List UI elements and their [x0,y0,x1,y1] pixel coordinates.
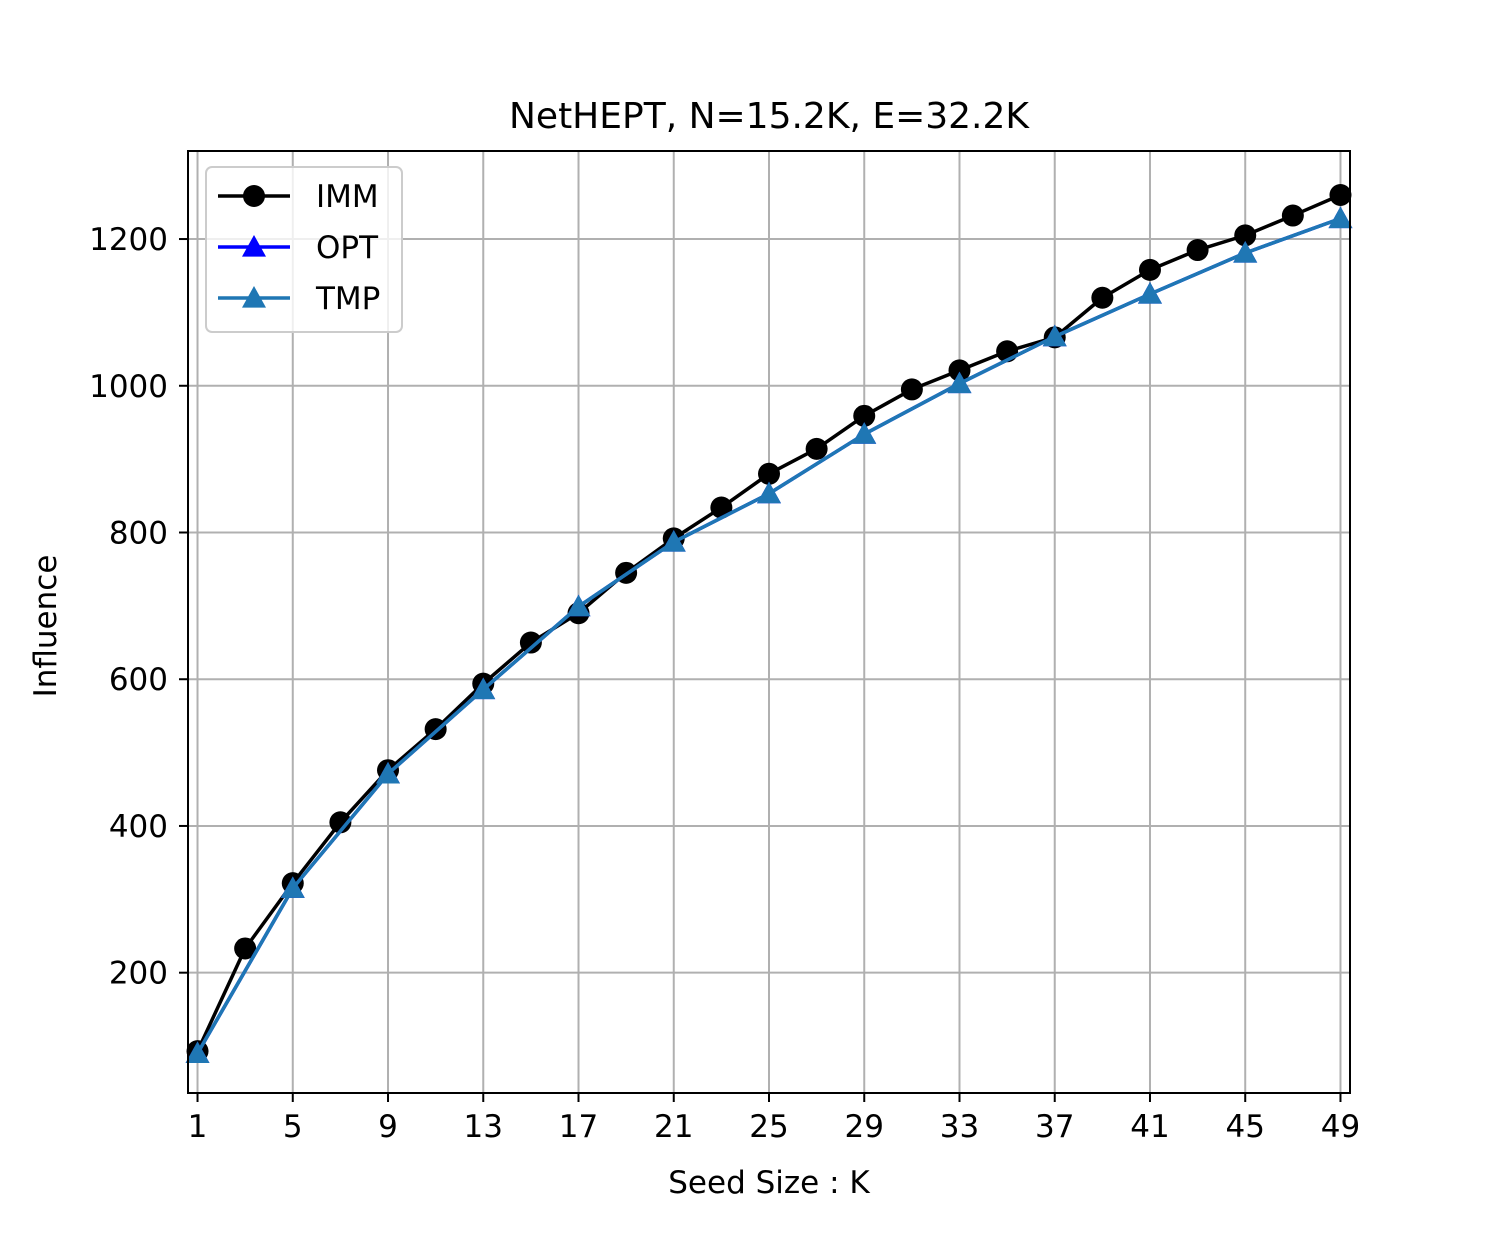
legend-label-opt: OPT [316,230,379,266]
x-axis: 1 5 9 13 17 21 25 29 33 37 41 45 49 [188,1093,1360,1145]
x-tick-label: 29 [845,1109,884,1145]
x-tick-label: 33 [940,1109,979,1145]
y-axis: 200 400 600 800 1000 1200 [89,222,188,992]
x-tick-label: 1 [188,1109,208,1145]
legend-label-tmp: TMP [315,281,380,317]
data-point-imm [329,811,352,834]
x-tick-label: 49 [1321,1109,1360,1145]
data-point-tmp [757,481,781,504]
data-point-imm [805,437,828,460]
data-point-imm [1091,286,1114,309]
data-point-imm [1234,224,1257,247]
x-tick-label: 13 [464,1109,503,1145]
data-point-imm [1138,258,1161,281]
data-point-tmp [566,594,591,617]
data-point-tmp [1233,240,1258,263]
data-point-imm [948,359,971,382]
data-point-tmp [280,876,305,898]
data-point-imm [758,462,780,485]
series-tmp [185,206,1353,1063]
data-point-tmp [1328,206,1353,229]
data-point-imm [1329,184,1352,207]
x-tick-label: 21 [654,1109,693,1145]
legend-label-imm: IMM [316,179,379,215]
y-tick-label: 400 [109,809,168,845]
data-point-imm [1281,204,1304,227]
data-point-tmp [1042,324,1067,347]
legend-marker-opt [242,235,266,257]
data-point-tmp [1137,282,1162,304]
data-point-tmp [471,677,496,700]
y-tick-label: 1000 [89,369,168,405]
x-tick-label: 9 [378,1109,398,1145]
data-point-imm [853,404,876,427]
data-point-imm [519,631,542,654]
x-tick-label: 25 [749,1109,788,1145]
data-point-imm [710,496,733,519]
y-axis-label: Influence [28,555,64,698]
chart-title: NetHEPT, N=15.2K, E=32.2K [509,96,1030,137]
x-axis-label: Seed Size : K [668,1165,870,1201]
x-tick-label: 5 [283,1109,303,1145]
series-layer [185,184,1353,1063]
data-point-imm [1186,239,1209,262]
data-point-tmp [376,761,401,784]
y-tick-label: 800 [109,515,168,551]
x-tick-label: 17 [559,1109,598,1145]
y-tick-label: 200 [109,956,168,992]
data-point-tmp [947,371,972,394]
y-tick-label: 1200 [89,222,168,258]
data-point-tmp [661,530,686,552]
data-point-imm [900,378,923,401]
legend-marker-imm [243,185,265,207]
legend: IMM OPT TMP [205,166,403,333]
data-point-tmp [852,422,877,444]
x-tick-label: 41 [1130,1109,1169,1145]
x-tick-label: 45 [1226,1109,1265,1145]
data-point-imm [234,937,257,960]
x-tick-label: 37 [1035,1109,1074,1145]
legend-marker-tmp [242,286,266,308]
data-point-tmp [185,1041,210,1063]
y-tick-label: 600 [109,662,168,698]
